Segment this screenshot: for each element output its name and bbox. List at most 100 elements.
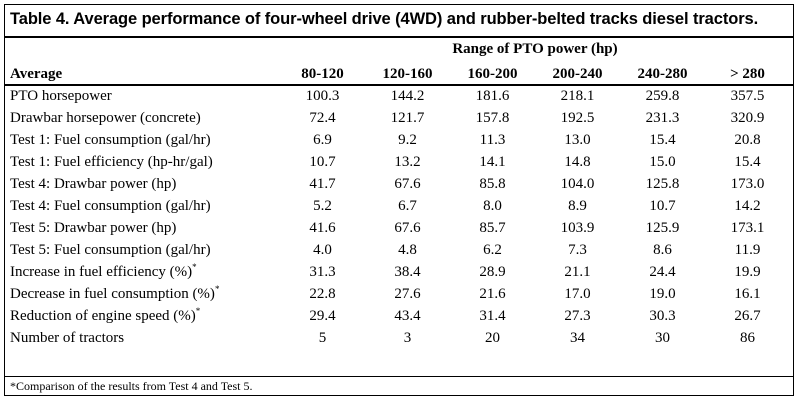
table-cell: 157.8: [475, 110, 510, 126]
table-cell: 5.2: [313, 198, 332, 214]
table-row: Test 4: Drawbar power (hp) 41.7 67.6 85.8 10…: [10, 173, 790, 195]
table-cell: 38.4: [394, 264, 421, 280]
table-row: Reduction of engine speed (%)* 29.4 43.4 31…: [10, 305, 790, 327]
table-cell: 15.4: [649, 132, 676, 148]
column-header-range: > 280: [730, 65, 765, 82]
table-cell: 10.7: [649, 198, 676, 214]
table-cell: 10.7: [309, 154, 336, 170]
title-rule: [5, 36, 793, 38]
table-row: Test 5: Fuel consumption (gal/hr) 4.0 4.8 6…: [10, 239, 790, 261]
footnote-marker: *: [192, 262, 197, 272]
table-cell: 85.7: [479, 220, 506, 236]
column-header-range: 120-160: [382, 65, 433, 82]
row-label-text: Test 1: Fuel efficiency (hp-hr/gal): [10, 154, 213, 170]
table-cell: 103.9: [560, 220, 595, 236]
table-cell: 6.9: [313, 132, 332, 148]
table-cell: 67.6: [394, 220, 421, 236]
table-cell: 6.7: [398, 198, 417, 214]
row-label-text: Reduction of engine speed (%): [10, 308, 196, 324]
range-header: Range of PTO power (hp): [452, 41, 618, 57]
row-label-text: PTO horsepower: [10, 88, 112, 104]
table-cell: 19.9: [734, 264, 761, 280]
row-label: Number of tractors: [10, 327, 280, 349]
table-cell: 3: [403, 330, 412, 346]
row-label-text: Test 4: Fuel consumption (gal/hr): [10, 198, 211, 214]
row-label: Test 5: Drawbar power (hp): [10, 217, 280, 239]
row-label-text: Test 4: Drawbar power (hp): [10, 176, 177, 192]
table-cell: 15.4: [734, 154, 761, 170]
row-label-text: Test 1: Fuel consumption (gal/hr): [10, 132, 211, 148]
row-label: Reduction of engine speed (%)*: [10, 305, 280, 327]
table-body: PTO horsepower 100.3 144.2 181.6 218.1 259.8 3…: [10, 85, 790, 349]
table-row: Test 5: Drawbar power (hp) 41.6 67.6 85.7 10…: [10, 217, 790, 239]
table-cell: 181.6: [475, 88, 510, 104]
table-cell: 7.3: [568, 242, 587, 258]
table-cell: 104.0: [560, 176, 595, 192]
table-cell: 30.3: [649, 308, 676, 324]
table-cell: 16.1: [734, 286, 761, 302]
table-cell: 29.4: [309, 308, 336, 324]
table-cell: 21.1: [564, 264, 591, 280]
table-cell: 11.9: [734, 242, 761, 258]
footer-rule: [5, 376, 793, 377]
table-cell: 100.3: [305, 88, 340, 104]
table-cell: 192.5: [560, 110, 595, 126]
table-cell: 173.0: [730, 176, 765, 192]
table-cell: 41.6: [309, 220, 336, 236]
table-cell: 8.6: [653, 242, 672, 258]
table-cell: 22.8: [309, 286, 336, 302]
column-header-range: 200-240: [552, 65, 603, 82]
row-label: PTO horsepower: [10, 85, 280, 107]
table-cell: 41.7: [309, 176, 336, 192]
header-rule: [5, 84, 793, 86]
table-cell: 24.4: [649, 264, 676, 280]
table-cell: 20.8: [734, 132, 761, 148]
table-cell: 19.0: [649, 286, 676, 302]
column-header-average: Average: [10, 65, 63, 82]
table-title: Table 4. Average performance of four-whe…: [10, 10, 759, 28]
table-cell: 357.5: [730, 88, 765, 104]
footnote-marker: *: [195, 306, 201, 316]
table-cell: 8.0: [483, 198, 502, 214]
table-row: Test 1: Fuel efficiency (hp-hr/gal) 10.7 1…: [10, 151, 790, 173]
row-label-text: Decrease in fuel consumption (%): [10, 286, 215, 302]
table-cell: 13.2: [394, 154, 421, 170]
table-cell: 27.3: [564, 308, 591, 324]
table-cell: 31.4: [479, 308, 506, 324]
table-frame: [4, 4, 794, 396]
footnote: *Comparison of the results from Test 4 a…: [10, 379, 253, 393]
table-cell: 125.9: [645, 220, 680, 236]
table-cell: 4.8: [398, 242, 417, 258]
table-cell: 5: [318, 330, 327, 346]
table-cell: 144.2: [390, 88, 425, 104]
table-row: PTO horsepower 100.3 144.2 181.6 218.1 259.8 3…: [10, 85, 790, 107]
column-header-range: 80-120: [301, 65, 344, 82]
table-cell: 173.1: [730, 220, 765, 236]
row-label: Test 5: Fuel consumption (gal/hr): [10, 239, 280, 261]
table-cell: 27.6: [394, 286, 421, 302]
table-cell: 17.0: [564, 286, 591, 302]
table-cell: 72.4: [309, 110, 336, 126]
table-row: Test 4: Fuel consumption (gal/hr) 5.2 6.7 8…: [10, 195, 790, 217]
footnote-marker: *: [214, 284, 220, 294]
table-cell: 67.6: [394, 176, 421, 192]
row-label-text: Test 5: Drawbar power (hp): [10, 220, 177, 236]
table-cell: 6.2: [483, 242, 502, 258]
table-cell: 30: [655, 330, 670, 346]
table-row: Test 1: Fuel consumption (gal/hr) 6.9 9.2 1…: [10, 129, 790, 151]
table-cell: 8.9: [568, 198, 587, 214]
column-header-range: 240-280: [637, 65, 688, 82]
table-cell: 4.0: [313, 242, 332, 258]
table-cell: 125.8: [645, 176, 680, 192]
row-label: Test 1: Fuel consumption (gal/hr): [10, 129, 280, 151]
table-cell: 11.3: [479, 132, 506, 148]
row-label: Drawbar horsepower (concrete): [10, 107, 280, 129]
table-cell: 26.7: [734, 308, 761, 324]
table-cell: 86: [740, 330, 755, 346]
row-label: Decrease in fuel consumption (%)*: [10, 283, 280, 305]
table-cell: 21.6: [479, 286, 506, 302]
table-cell: 14.8: [564, 154, 591, 170]
row-label-text: Drawbar horsepower (concrete): [10, 110, 201, 126]
table-row: Number of tractors 5 3 20 34 30 86: [10, 327, 790, 349]
row-label: Test 1: Fuel efficiency (hp-hr/gal): [10, 151, 280, 173]
